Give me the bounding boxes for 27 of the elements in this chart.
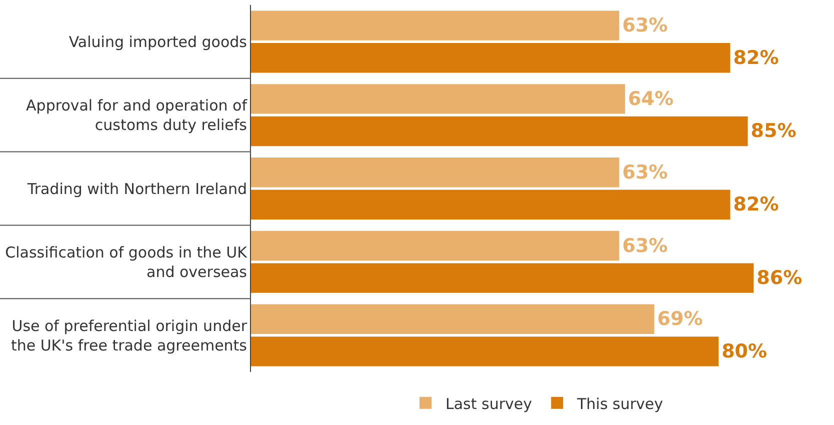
data-label: 82%: [733, 194, 779, 216]
y-tick-label: Classification of goods in the UK and overseas: [5, 243, 248, 281]
data-label: 64%: [628, 88, 674, 110]
bar: [251, 190, 730, 220]
y-tick-label: Trading with Northern Ireland: [26, 180, 247, 198]
data-label: 82%: [733, 46, 779, 69]
legend-label: This survey: [576, 394, 664, 413]
data-label: 69%: [657, 308, 703, 330]
bar: [251, 263, 754, 293]
y-tick-label: Use of preferential origin under the UK's free trade agreements: [10, 316, 248, 354]
bar: [251, 42, 730, 73]
data-label: 63%: [622, 161, 668, 184]
bar: [251, 10, 620, 40]
bar: [251, 230, 620, 261]
legend-label: Last survey: [446, 394, 532, 413]
y-tick-label: Valuing imported goods: [68, 32, 248, 51]
data-label: 63%: [622, 234, 668, 257]
data-label: 80%: [722, 340, 768, 362]
bar: [251, 336, 719, 366]
bar: [251, 116, 748, 146]
y-tick-label: Approval for and operation of customs duty reliefs: [26, 96, 248, 134]
bar: [251, 158, 620, 188]
data-label: 63%: [622, 14, 668, 37]
bar: [251, 84, 626, 114]
data-label: 86%: [756, 267, 802, 290]
bar: [251, 304, 654, 334]
data-label: 85%: [750, 120, 796, 142]
